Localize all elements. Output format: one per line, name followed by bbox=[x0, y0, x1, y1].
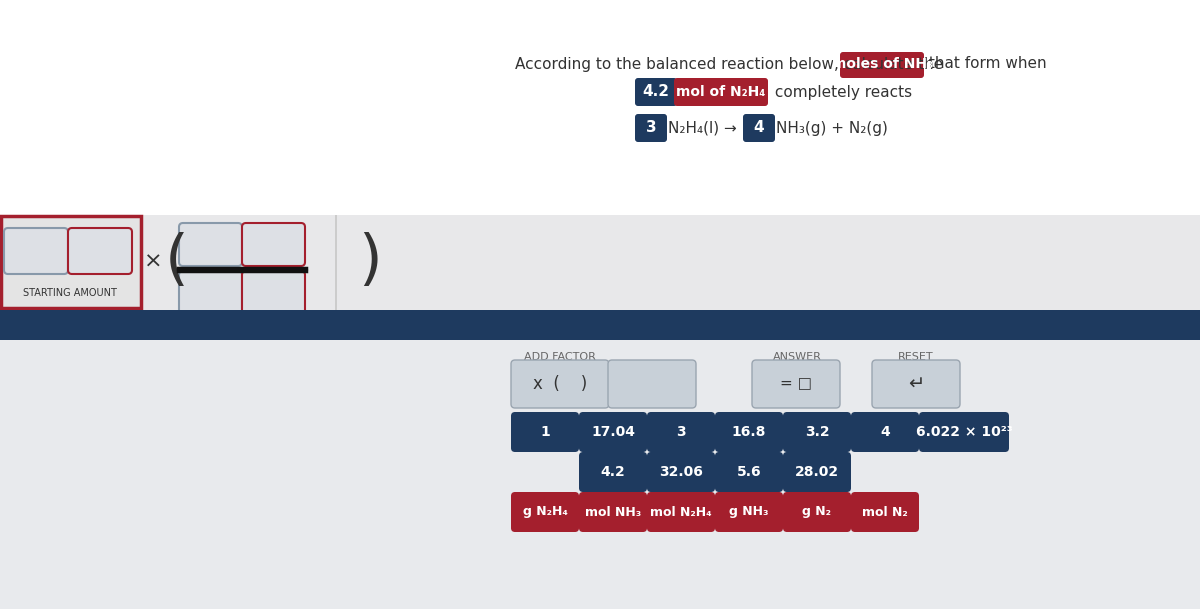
FancyBboxPatch shape bbox=[872, 360, 960, 408]
Text: ): ) bbox=[358, 233, 382, 292]
Bar bbox=[0, 310, 1200, 340]
Text: 3.2: 3.2 bbox=[805, 425, 829, 439]
Text: x  (    ): x ( ) bbox=[533, 375, 587, 393]
FancyBboxPatch shape bbox=[511, 412, 580, 452]
FancyBboxPatch shape bbox=[608, 360, 696, 408]
Text: ↵: ↵ bbox=[908, 375, 924, 393]
FancyBboxPatch shape bbox=[919, 412, 1009, 452]
Text: mol N₂: mol N₂ bbox=[862, 505, 908, 518]
Text: g NH₃: g NH₃ bbox=[730, 505, 769, 518]
FancyBboxPatch shape bbox=[851, 492, 919, 532]
Bar bbox=[0, 215, 1200, 310]
Text: 4: 4 bbox=[754, 121, 764, 135]
Text: ANSWER: ANSWER bbox=[773, 352, 822, 362]
FancyBboxPatch shape bbox=[743, 114, 775, 142]
Text: According to the balanced reaction below, calculate the: According to the balanced reaction below… bbox=[515, 57, 948, 71]
Text: completely reacts: completely reacts bbox=[770, 85, 912, 99]
FancyBboxPatch shape bbox=[68, 228, 132, 274]
FancyBboxPatch shape bbox=[647, 492, 715, 532]
Text: 4.2: 4.2 bbox=[601, 465, 625, 479]
FancyBboxPatch shape bbox=[784, 412, 851, 452]
Text: RESET: RESET bbox=[898, 352, 934, 362]
Text: 17.04: 17.04 bbox=[592, 425, 635, 439]
FancyBboxPatch shape bbox=[179, 223, 242, 266]
FancyBboxPatch shape bbox=[635, 78, 677, 106]
Text: 6.022 × 10²³: 6.022 × 10²³ bbox=[916, 425, 1013, 439]
Text: ×: × bbox=[144, 252, 162, 272]
Text: 5.6: 5.6 bbox=[737, 465, 761, 479]
Text: 1: 1 bbox=[540, 425, 550, 439]
Text: 4: 4 bbox=[880, 425, 890, 439]
Text: (: ( bbox=[166, 233, 188, 292]
FancyBboxPatch shape bbox=[784, 492, 851, 532]
Bar bbox=[1, 216, 142, 308]
Bar bbox=[335, 215, 337, 310]
Text: 28.02: 28.02 bbox=[794, 465, 839, 479]
FancyBboxPatch shape bbox=[580, 412, 647, 452]
Text: ADD FACTOR: ADD FACTOR bbox=[524, 352, 596, 362]
Text: mol NH₃: mol NH₃ bbox=[584, 505, 641, 518]
FancyBboxPatch shape bbox=[851, 412, 919, 452]
FancyBboxPatch shape bbox=[674, 78, 768, 106]
Text: g N₂: g N₂ bbox=[803, 505, 832, 518]
FancyBboxPatch shape bbox=[580, 492, 647, 532]
FancyBboxPatch shape bbox=[511, 492, 580, 532]
FancyBboxPatch shape bbox=[752, 360, 840, 408]
Bar bbox=[0, 340, 1200, 609]
FancyBboxPatch shape bbox=[242, 223, 305, 266]
FancyBboxPatch shape bbox=[715, 412, 784, 452]
Bar bbox=[0, 0, 1200, 215]
Text: 3: 3 bbox=[676, 425, 686, 439]
Text: = □: = □ bbox=[780, 376, 812, 392]
Text: 4.2: 4.2 bbox=[642, 85, 670, 99]
FancyBboxPatch shape bbox=[715, 452, 784, 492]
Text: that form when: that form when bbox=[924, 57, 1046, 71]
Text: STARTING AMOUNT: STARTING AMOUNT bbox=[23, 288, 116, 298]
Text: g N₂H₄: g N₂H₄ bbox=[522, 505, 568, 518]
FancyBboxPatch shape bbox=[715, 492, 784, 532]
FancyBboxPatch shape bbox=[635, 114, 667, 142]
FancyBboxPatch shape bbox=[242, 271, 305, 314]
FancyBboxPatch shape bbox=[4, 228, 68, 274]
Text: moles of NH₃: moles of NH₃ bbox=[832, 57, 932, 71]
FancyBboxPatch shape bbox=[647, 452, 715, 492]
Text: 3: 3 bbox=[646, 121, 656, 135]
Text: 32.06: 32.06 bbox=[659, 465, 703, 479]
Text: mol N₂H₄: mol N₂H₄ bbox=[650, 505, 712, 518]
Text: N₂H₄(l) →: N₂H₄(l) → bbox=[668, 121, 737, 135]
FancyBboxPatch shape bbox=[647, 412, 715, 452]
Text: NH₃(g) + N₂(g): NH₃(g) + N₂(g) bbox=[776, 121, 888, 135]
FancyBboxPatch shape bbox=[580, 452, 647, 492]
FancyBboxPatch shape bbox=[511, 360, 610, 408]
FancyBboxPatch shape bbox=[784, 452, 851, 492]
FancyBboxPatch shape bbox=[179, 271, 242, 314]
Text: 16.8: 16.8 bbox=[732, 425, 766, 439]
FancyBboxPatch shape bbox=[840, 52, 924, 78]
Text: mol of N₂H₄: mol of N₂H₄ bbox=[677, 85, 766, 99]
